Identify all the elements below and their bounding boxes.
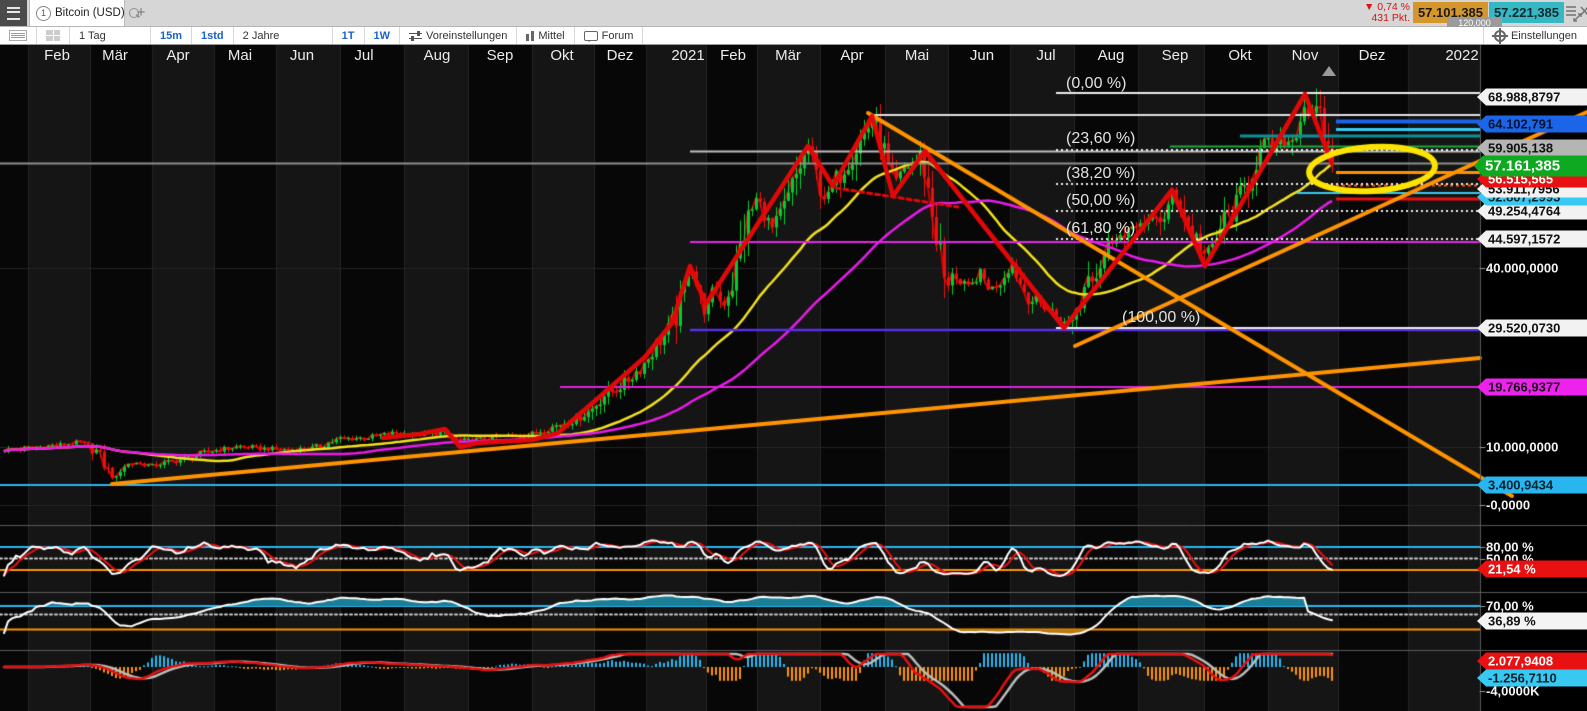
panel2-value-label: 36,89 % bbox=[1477, 612, 1587, 630]
tab-title: Bitcoin (USD) bbox=[55, 7, 125, 19]
time-axis-label: Nov bbox=[1291, 47, 1319, 64]
mittel-label: Mittel bbox=[538, 29, 565, 42]
change-points: 431 Pkt. bbox=[1371, 12, 1410, 24]
time-axis-label: Okt bbox=[550, 47, 574, 64]
grid-layout-icon bbox=[46, 30, 60, 41]
spread-value: 120,000 bbox=[1447, 17, 1502, 28]
tab-bitcoin-usd[interactable]: 1 Bitcoin (USD) bbox=[29, 0, 139, 26]
hamburger-icon bbox=[7, 6, 20, 20]
time-axis-label: Feb bbox=[720, 47, 746, 64]
chart-toolbar: 1 Tag 15m 1std 2 Jahre 1T 1W Voreinstell… bbox=[0, 27, 1587, 45]
time-axis-label: Jul bbox=[1036, 47, 1056, 64]
panel1-axis-tick: 80,00 % bbox=[1486, 539, 1534, 555]
time-axis-label: Okt bbox=[1228, 47, 1252, 64]
forum-button[interactable]: Forum bbox=[575, 27, 644, 44]
time-axis-label: Sep bbox=[486, 47, 514, 64]
interval-1w-button[interactable]: 1W bbox=[365, 27, 400, 44]
interval-1std-button[interactable]: 1std bbox=[192, 27, 234, 44]
interval-1t-button[interactable]: 1T bbox=[333, 27, 365, 44]
time-axis-label: Apr bbox=[166, 47, 190, 64]
search-icon[interactable] bbox=[128, 8, 139, 18]
panel2-axis-tick: 70,00 % bbox=[1486, 598, 1534, 614]
fib-level-label: (0,00 %) bbox=[1066, 75, 1127, 92]
fib-level-label: (50,00 %) bbox=[1066, 192, 1136, 209]
time-axis-label: Feb bbox=[44, 47, 70, 64]
interval-15m-button[interactable]: 15m bbox=[151, 27, 193, 44]
fib-level-label: (38,20 %) bbox=[1066, 165, 1136, 182]
mittel-button[interactable]: Mittel bbox=[517, 27, 575, 44]
settings-button[interactable]: Einstellungen bbox=[1482, 27, 1587, 44]
price-level-label: 44.597,1572 bbox=[1477, 230, 1587, 248]
gear-icon bbox=[1491, 27, 1508, 44]
price-level-label: 68.988,8797 bbox=[1477, 88, 1587, 106]
price-axis-tick: 10.000,0000 bbox=[1486, 439, 1559, 455]
change-percent: ▼ 0,74 % bbox=[1364, 1, 1410, 13]
panel3-axis-tick: -4,0000K bbox=[1486, 683, 1540, 699]
interval-select[interactable]: 1 Tag bbox=[70, 27, 151, 44]
presets-button[interactable]: Voreinstellungen bbox=[400, 27, 518, 44]
fib-level-label: (100,00 %) bbox=[1122, 309, 1201, 326]
time-axis-label: Dez bbox=[606, 47, 634, 64]
price-level-label: 3.400,9434 bbox=[1477, 476, 1587, 494]
range-select[interactable]: 2 Jahre bbox=[234, 27, 333, 44]
price-level-label: 64.102,791 bbox=[1477, 115, 1587, 133]
forum-label: Forum bbox=[601, 29, 634, 42]
time-axis-label: Mai bbox=[227, 47, 253, 64]
panel1-value-label: 21,54 % bbox=[1477, 560, 1587, 578]
price-level-label: 59.905,138 bbox=[1477, 139, 1587, 157]
time-axis-label: Jun bbox=[969, 47, 995, 64]
range-label: 2 Jahre bbox=[242, 29, 280, 42]
price-axis-tick: 40.000,0000 bbox=[1486, 260, 1559, 276]
time-axis-label: Sep bbox=[1161, 47, 1189, 64]
fib-level-label: (23,60 %) bbox=[1066, 130, 1136, 147]
window-menu-icon[interactable] bbox=[1566, 4, 1576, 22]
interval-label: 1 Tag bbox=[79, 29, 106, 42]
time-axis-label: Jun bbox=[289, 47, 315, 64]
time-axis-label: 2021 bbox=[671, 47, 705, 64]
presets-label: Voreinstellungen bbox=[426, 29, 508, 42]
title-bar: 1 Bitcoin (USD) + ▼ 0,74 % 431 Pkt. 57.1… bbox=[0, 0, 1587, 28]
fib-level-label: (61,80 %) bbox=[1066, 220, 1136, 237]
legend-toggle-button[interactable] bbox=[0, 27, 37, 44]
price-level-label: 19.766,9377 bbox=[1477, 378, 1587, 396]
tab-number-icon: 1 bbox=[36, 5, 51, 21]
timeline-marker-icon bbox=[1322, 66, 1336, 76]
ask-price[interactable]: 57.221,385 bbox=[1489, 2, 1564, 23]
indicator-icon bbox=[526, 30, 535, 41]
price-level-label: 49.254,4764 bbox=[1477, 202, 1587, 220]
sliders-icon bbox=[409, 30, 422, 41]
time-axis-label: Mär bbox=[102, 47, 128, 64]
time-axis-label: Jul bbox=[354, 47, 374, 64]
price-axis-tick: -0,0000 bbox=[1486, 497, 1531, 513]
time-axis-label: Apr bbox=[840, 47, 864, 64]
time-axis-label: Aug bbox=[423, 47, 451, 64]
layout-button[interactable] bbox=[37, 27, 70, 44]
list-icon bbox=[9, 30, 27, 41]
close-icon[interactable] bbox=[1580, 4, 1587, 22]
add-tab-button[interactable]: + bbox=[136, 4, 146, 21]
price-level-label: 57.161,385 bbox=[1474, 155, 1587, 177]
time-axis-label: Mai bbox=[904, 47, 930, 64]
time-axis-label: Aug bbox=[1097, 47, 1125, 64]
panel3-value-label: -1.256,7110 bbox=[1477, 669, 1587, 687]
time-axis-label: Mär bbox=[775, 47, 801, 64]
forum-icon bbox=[583, 30, 598, 42]
time-axis-label: Dez bbox=[1358, 47, 1386, 64]
main-menu-button[interactable] bbox=[0, 0, 27, 26]
quote-change: ▼ 0,74 % 431 Pkt. bbox=[1344, 2, 1410, 24]
time-axis-label: 2022 bbox=[1445, 47, 1479, 64]
price-level-label: 29.520,0730 bbox=[1477, 319, 1587, 337]
settings-label: Einstellungen bbox=[1510, 29, 1577, 42]
panel3-value-label: 2.077,9408 bbox=[1477, 652, 1587, 670]
